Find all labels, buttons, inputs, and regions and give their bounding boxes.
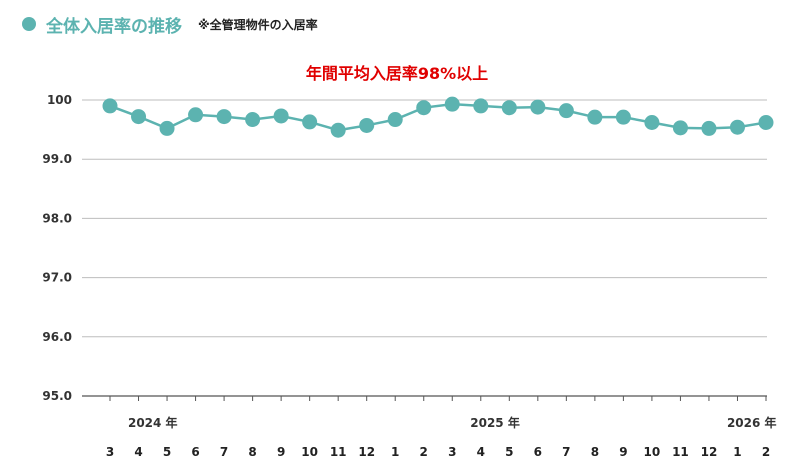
data-point (159, 120, 175, 136)
data-point (131, 109, 147, 125)
x-tick-label: 7 (220, 445, 228, 459)
annotation-text: 年間平均入居率98%以上 (306, 64, 488, 83)
x-tick-label: 5 (163, 445, 171, 459)
data-point (672, 120, 688, 136)
x-tick-label: 4 (134, 445, 142, 459)
year-label: 2026 年 (727, 415, 777, 430)
x-tick-label: 9 (619, 445, 627, 459)
data-point (273, 108, 289, 124)
chart-title: 全体入居率の推移 (46, 16, 182, 37)
data-point (188, 107, 204, 123)
x-tick-label: 3 (106, 445, 114, 459)
x-tick-label: 11 (330, 445, 347, 459)
data-point (330, 122, 346, 138)
x-tick-label: 10 (301, 445, 318, 459)
data-point (644, 114, 660, 130)
x-tick-label: 12 (701, 445, 718, 459)
data-point (359, 117, 375, 133)
data-point (729, 119, 745, 135)
y-tick-label: 97.0 (42, 271, 72, 285)
x-tick-label: 12 (358, 445, 375, 459)
x-tick-label: 8 (248, 445, 256, 459)
data-point (387, 112, 403, 128)
data-point (416, 100, 432, 116)
x-tick-label: 1 (391, 445, 399, 459)
x-tick-label: 6 (534, 445, 542, 459)
x-tick-label: 2 (420, 445, 428, 459)
x-tick-label: 4 (477, 445, 485, 459)
x-tick-label: 5 (505, 445, 513, 459)
data-point (558, 103, 574, 119)
chart-note: ※全管理物件の入居率 (198, 17, 318, 32)
y-tick-label: 99.0 (42, 152, 72, 166)
y-tick-label: 96.0 (42, 330, 72, 344)
year-label: 2025 年 (470, 415, 520, 430)
data-point (444, 96, 460, 112)
x-tick-label: 9 (277, 445, 285, 459)
x-tick-label: 11 (672, 445, 689, 459)
data-point (473, 98, 489, 114)
data-point (530, 99, 546, 115)
y-tick-label: 98.0 (42, 211, 72, 225)
x-tick-label: 3 (448, 445, 456, 459)
x-tick-label: 10 (644, 445, 661, 459)
data-point (245, 112, 261, 128)
x-tick-label: 2 (762, 445, 770, 459)
x-tick-label: 1 (733, 445, 741, 459)
y-tick-label: 100 (47, 93, 72, 107)
title-bullet-icon (22, 17, 36, 31)
data-point (102, 98, 118, 114)
data-point (615, 109, 631, 125)
data-point (216, 109, 232, 125)
chart-header: 全体入居率の推移 ※全管理物件の入居率 (22, 10, 318, 38)
data-point (501, 100, 517, 116)
year-label: 2024 年 (128, 415, 178, 430)
data-point (701, 120, 717, 136)
data-point (302, 114, 318, 130)
x-tick-label: 6 (191, 445, 199, 459)
x-tick-label: 8 (591, 445, 599, 459)
x-tick-label: 7 (562, 445, 570, 459)
y-tick-label: 95.0 (42, 389, 72, 403)
series-line (109, 102, 767, 132)
data-point (587, 109, 603, 125)
data-point (758, 114, 774, 130)
